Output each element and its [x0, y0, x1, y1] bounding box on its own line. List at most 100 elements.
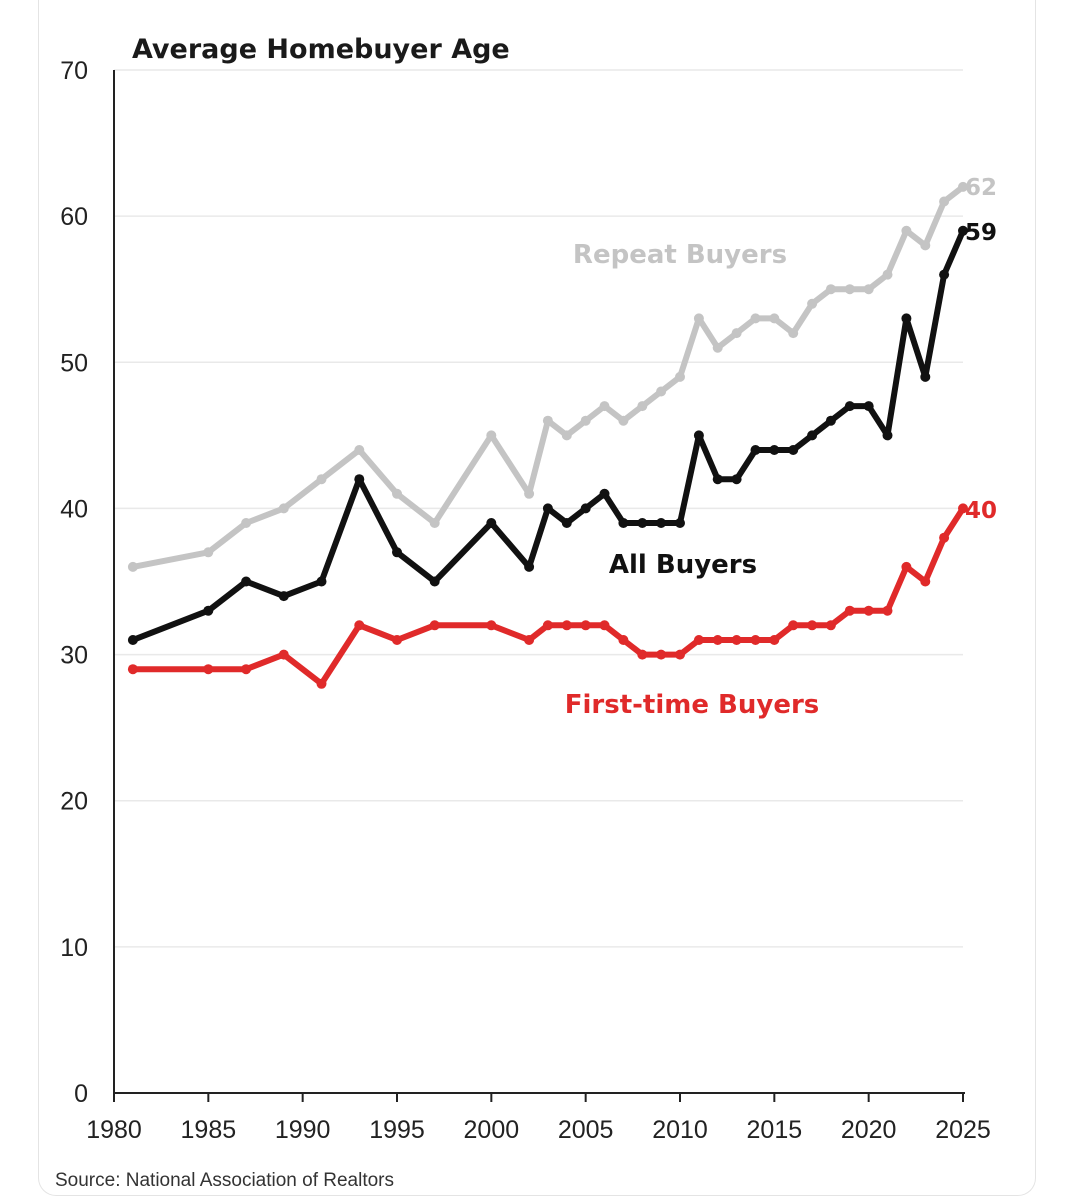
data-point — [241, 576, 252, 587]
data-point — [599, 401, 610, 412]
data-point — [825, 620, 836, 631]
data-point — [524, 635, 535, 645]
data-point — [580, 415, 591, 426]
data-point — [392, 488, 402, 499]
data-point — [844, 605, 855, 616]
data-point — [637, 649, 648, 660]
x-tick-label: 1985 — [181, 1116, 237, 1144]
data-point — [844, 401, 855, 412]
data-point — [278, 649, 289, 660]
data-point — [637, 518, 648, 528]
data-point — [429, 620, 440, 631]
data-point — [316, 576, 327, 587]
x-tick-label: 2015 — [747, 1116, 803, 1144]
data-point — [863, 605, 874, 616]
data-point — [675, 518, 685, 528]
y-axis-ticks: 0 10 20 30 40 50 60 70 — [60, 57, 88, 1108]
y-tick-label: 0 — [74, 1080, 88, 1108]
x-tick-label: 1980 — [86, 1116, 142, 1144]
data-point — [788, 445, 799, 455]
data-point — [354, 474, 365, 485]
data-point — [278, 591, 289, 602]
data-point — [863, 401, 874, 412]
data-point — [599, 620, 610, 631]
data-point — [429, 576, 440, 587]
data-point — [731, 474, 742, 485]
data-point — [712, 342, 723, 353]
data-point — [203, 605, 214, 616]
data-point — [958, 225, 968, 236]
data-point — [241, 518, 252, 528]
data-point — [863, 284, 874, 295]
data-point — [203, 547, 214, 558]
data-point — [524, 561, 535, 572]
data-point — [882, 269, 893, 280]
data-point — [618, 635, 629, 645]
data-point — [882, 430, 893, 441]
end-label-all-buyers: 59 — [965, 220, 997, 246]
chart-card — [38, 0, 1036, 1196]
data-point — [561, 518, 572, 528]
data-point — [901, 313, 912, 324]
x-tick-label: 2005 — [558, 1116, 614, 1144]
data-point — [750, 445, 761, 455]
data-point — [127, 635, 138, 645]
series-first-time-buyers — [127, 503, 968, 689]
data-point — [807, 620, 818, 631]
data-point — [882, 605, 893, 616]
data-point — [807, 298, 818, 309]
data-point — [825, 284, 836, 295]
data-point — [656, 649, 667, 660]
data-point — [939, 532, 950, 543]
y-tick-label: 50 — [60, 349, 88, 377]
series-label-repeat-buyers: Repeat Buyers — [573, 240, 787, 270]
data-point — [750, 313, 761, 324]
gridlines — [114, 69, 963, 948]
data-point — [486, 430, 497, 441]
data-point — [618, 415, 629, 426]
end-label-first-time-buyers: 40 — [965, 498, 997, 524]
y-tick-label: 20 — [60, 788, 88, 816]
data-point — [731, 328, 742, 339]
data-point — [637, 401, 648, 412]
data-point — [618, 518, 629, 528]
data-point — [693, 313, 704, 324]
data-point — [486, 518, 497, 528]
data-point — [524, 488, 535, 499]
data-point — [675, 649, 685, 660]
data-point — [561, 430, 572, 441]
data-point — [844, 284, 855, 295]
data-point — [958, 503, 968, 514]
data-point — [392, 547, 402, 558]
end-label-repeat-buyers: 62 — [965, 175, 997, 201]
data-point — [127, 561, 138, 572]
data-point — [429, 518, 440, 528]
data-point — [901, 561, 912, 572]
series-label-all-buyers: All Buyers — [609, 550, 757, 580]
data-point — [769, 445, 780, 455]
x-tick-label: 1990 — [275, 1116, 331, 1144]
data-point — [542, 503, 553, 514]
x-tick-label: 2025 — [935, 1116, 991, 1144]
data-point — [825, 415, 836, 426]
data-point — [486, 620, 497, 631]
data-point — [580, 620, 591, 631]
data-point — [241, 664, 252, 675]
data-point — [542, 620, 553, 631]
x-tick-label: 2020 — [841, 1116, 897, 1144]
data-point — [788, 328, 799, 339]
data-point — [127, 664, 138, 675]
series-lines — [127, 181, 968, 689]
data-point — [901, 225, 912, 236]
data-point — [769, 635, 780, 645]
series-line-first-time-buyers — [129, 505, 966, 687]
data-point — [278, 503, 289, 514]
y-tick-label: 40 — [60, 495, 88, 523]
y-tick-label: 10 — [60, 934, 88, 962]
chart-title: Average Homebuyer Age — [132, 34, 510, 65]
source-note: Source: National Association of Realtors — [55, 1170, 394, 1191]
data-point — [788, 620, 799, 631]
data-point — [920, 576, 931, 587]
data-point — [599, 488, 610, 499]
